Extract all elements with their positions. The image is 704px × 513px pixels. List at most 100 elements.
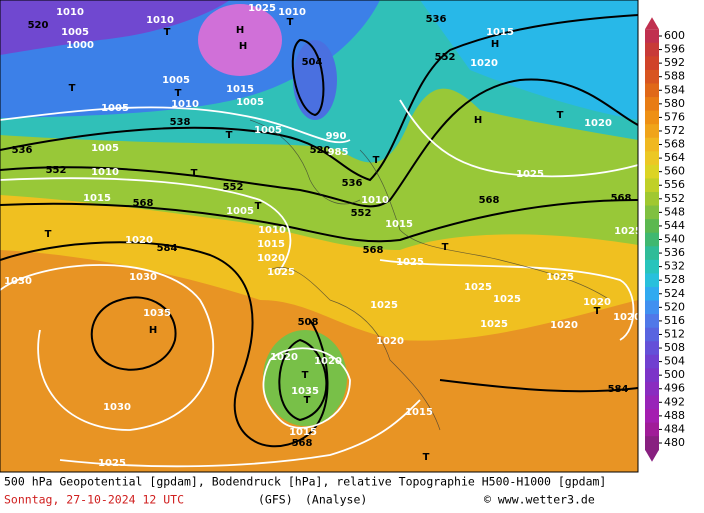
map-label: 985 bbox=[328, 147, 349, 158]
caption-model: (GFS) bbox=[258, 493, 293, 507]
map-label: 568 bbox=[363, 245, 384, 256]
map-label: T bbox=[175, 88, 182, 99]
map-label: 1020 bbox=[376, 336, 404, 347]
map-label: 1030 bbox=[103, 402, 131, 413]
caption-run: (Analyse) bbox=[305, 493, 367, 507]
colorbar-label: 592 bbox=[664, 56, 685, 69]
colorbar-swatch bbox=[645, 327, 659, 342]
colorbar-label: 564 bbox=[664, 151, 685, 164]
colorbar-swatch bbox=[645, 178, 659, 193]
colorbar-label: 556 bbox=[664, 178, 685, 191]
map-label: H bbox=[491, 39, 499, 50]
colorbar-label: 532 bbox=[664, 260, 685, 273]
colorbar-swatch bbox=[645, 368, 659, 383]
colorbar-label: 516 bbox=[664, 314, 685, 327]
map-label: 1010 bbox=[361, 195, 389, 206]
map-label: H bbox=[239, 41, 247, 52]
map-label: 536 bbox=[426, 14, 447, 25]
colorbar-label: 596 bbox=[664, 43, 685, 56]
map-label: 1030 bbox=[4, 276, 32, 287]
colorbar-label: 496 bbox=[664, 382, 685, 395]
map-label: 520 bbox=[28, 20, 49, 31]
map-label: 536 bbox=[12, 145, 33, 156]
map-label: 568 bbox=[479, 195, 500, 206]
map-label: 1025 bbox=[614, 226, 642, 237]
colorbar-swatch bbox=[645, 137, 659, 152]
map-label: 1015 bbox=[405, 407, 433, 418]
map-label: 1010 bbox=[278, 7, 306, 18]
map-label: 1005 bbox=[162, 75, 190, 86]
map-label: T bbox=[287, 17, 294, 28]
colorbar-swatch bbox=[645, 381, 659, 397]
map-label: 1000 bbox=[66, 40, 94, 51]
height-contours bbox=[0, 14, 639, 448]
map-label: 1010 bbox=[91, 167, 119, 178]
map-label: 1005 bbox=[226, 206, 254, 217]
colorbar-label: 504 bbox=[664, 355, 685, 368]
colorbar-label: 508 bbox=[664, 341, 685, 354]
map-label: 1020 bbox=[270, 352, 298, 363]
colorbar-swatch bbox=[645, 246, 659, 261]
colorbar-swatch bbox=[645, 300, 659, 315]
caption-credit: © www.wetter3.de bbox=[484, 493, 595, 507]
colorbar-arrow-top bbox=[645, 17, 659, 30]
map-label: 1015 bbox=[289, 427, 317, 438]
colorbar-label: 492 bbox=[664, 395, 685, 408]
map-frame bbox=[0, 0, 639, 473]
map-label: T bbox=[423, 452, 430, 463]
map-label: 1015 bbox=[257, 239, 285, 250]
map-label: T bbox=[164, 27, 171, 38]
map-label: 1020 bbox=[470, 58, 498, 69]
colorbar-swatch bbox=[645, 314, 659, 329]
map-label: T bbox=[442, 242, 449, 253]
map-label: 552 bbox=[435, 52, 456, 63]
map-label: 1020 bbox=[125, 235, 153, 246]
colorbar-label: 512 bbox=[664, 327, 685, 340]
map-label: T bbox=[255, 201, 262, 212]
colorbar-label: 528 bbox=[664, 273, 685, 286]
colorbar-swatch bbox=[645, 205, 659, 220]
map-label: 1025 bbox=[516, 169, 544, 180]
map-label: T bbox=[594, 306, 601, 317]
zone-purple bbox=[0, 0, 230, 55]
colorbar-label: 484 bbox=[664, 422, 685, 435]
map-label: 1005 bbox=[254, 125, 282, 136]
map-label: 520 bbox=[310, 145, 331, 156]
colorbar-label: 488 bbox=[664, 409, 685, 422]
colorbar-swatch bbox=[645, 192, 659, 207]
isobars bbox=[0, 99, 639, 468]
map-label: 1020 bbox=[584, 118, 612, 129]
colorbar-swatch bbox=[645, 354, 659, 369]
map-label: 1025 bbox=[546, 272, 574, 283]
colorbar-swatch bbox=[645, 341, 659, 356]
zone-pink bbox=[198, 4, 282, 76]
colorbar: 6005965925885845805765725685645605565525… bbox=[645, 17, 685, 462]
map-label: 1025 bbox=[493, 294, 521, 305]
map-label: 538 bbox=[170, 117, 191, 128]
map-label: H bbox=[236, 25, 244, 36]
colorbar-label: 500 bbox=[664, 368, 685, 381]
map-label: 568 bbox=[611, 193, 632, 204]
map-label: 1035 bbox=[143, 308, 171, 319]
map-label: 1035 bbox=[291, 386, 319, 397]
colorbar-swatch bbox=[645, 436, 659, 451]
colorbar-swatch bbox=[645, 395, 659, 410]
colorbar-swatch bbox=[645, 97, 659, 112]
map-label: T bbox=[45, 229, 52, 240]
caption-date: Sonntag, 27-10-2024 12 UTC bbox=[4, 493, 184, 507]
caption-line1: 500 hPa Geopotential [gpdam], Bodendruck… bbox=[4, 475, 606, 489]
colorbar-swatch bbox=[645, 232, 659, 247]
colorbar-swatch bbox=[645, 259, 659, 274]
colorbar-label: 584 bbox=[664, 83, 685, 96]
colorbar-swatch bbox=[645, 56, 659, 71]
colorbar-swatch bbox=[645, 409, 659, 424]
map-label: 1025 bbox=[480, 319, 508, 330]
colorbar-swatch bbox=[645, 286, 659, 302]
map-label: T bbox=[304, 395, 311, 406]
colorbar-arrow-bottom bbox=[645, 449, 659, 462]
colorbar-label: 524 bbox=[664, 287, 685, 300]
map-label: 584 bbox=[157, 243, 178, 254]
colorbar-swatch bbox=[645, 110, 659, 125]
